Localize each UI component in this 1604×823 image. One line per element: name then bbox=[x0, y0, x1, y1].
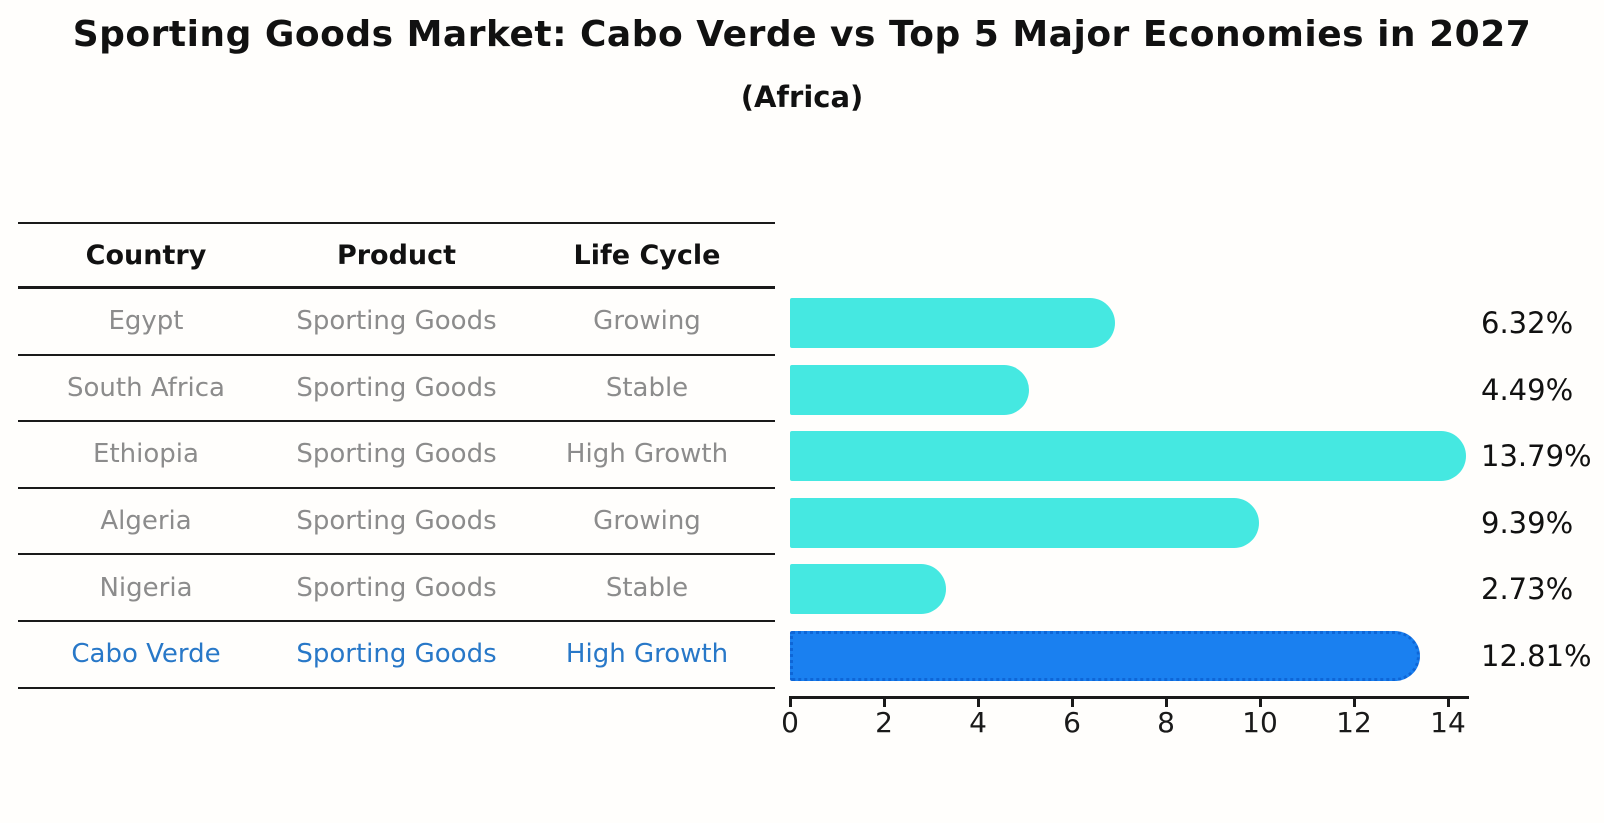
x-axis-tick bbox=[1071, 698, 1074, 707]
bar-highlight bbox=[790, 631, 1421, 681]
x-axis-tick-label: 10 bbox=[1242, 706, 1278, 739]
bar bbox=[790, 564, 947, 615]
x-axis-tick-label: 4 bbox=[969, 706, 987, 739]
x-axis-tick bbox=[977, 698, 980, 707]
product-cell: Sporting Goods bbox=[296, 439, 497, 470]
x-axis-tick-label: 8 bbox=[1157, 706, 1175, 739]
chart-subtitle: (Africa) bbox=[740, 80, 864, 114]
bar bbox=[790, 364, 1030, 415]
lifecycle-cell: High Growth bbox=[565, 439, 729, 470]
column-header-country: Country bbox=[85, 239, 207, 271]
bar-value-label: 12.81% bbox=[1481, 639, 1592, 673]
country-cell: Algeria bbox=[100, 506, 192, 537]
x-axis-tick bbox=[1353, 698, 1356, 707]
x-axis-tick bbox=[1447, 698, 1450, 707]
product-cell: Sporting Goods bbox=[296, 639, 497, 670]
product-cell: Sporting Goods bbox=[296, 306, 497, 337]
x-axis-tick bbox=[789, 698, 792, 707]
product-cell: Sporting Goods bbox=[296, 572, 497, 603]
x-axis-tick-label: 12 bbox=[1336, 706, 1372, 739]
bar-value-label: 13.79% bbox=[1481, 439, 1592, 474]
lifecycle-cell: Stable bbox=[605, 572, 689, 603]
lifecycle-cell: Growing bbox=[593, 506, 701, 537]
lifecycle-cell: High Growth bbox=[565, 639, 729, 670]
x-axis-tick-label: 14 bbox=[1430, 706, 1466, 739]
x-axis-tick-label: 0 bbox=[781, 706, 799, 739]
table-row: Egypt Sporting Goods Growing bbox=[18, 289, 775, 356]
table-body: Egypt Sporting Goods Growing South Africa Sp… bbox=[18, 289, 775, 689]
bar-value-label: 2.73% bbox=[1481, 572, 1574, 607]
table-row: Algeria Sporting Goods Growing bbox=[18, 489, 775, 556]
x-axis-tick-label: 2 bbox=[875, 706, 893, 739]
x-axis-tick bbox=[1259, 698, 1262, 707]
bar-value-label: 9.39% bbox=[1481, 505, 1574, 540]
bar bbox=[790, 431, 1467, 482]
table-row: South Africa Sporting Goods Stable bbox=[18, 356, 775, 423]
x-axis-tick bbox=[1165, 698, 1168, 707]
product-cell: Sporting Goods bbox=[296, 506, 497, 537]
country-table: Country Product Life Cycle Egypt Sporting… bbox=[18, 222, 775, 689]
column-header-lifecycle: Life Cycle bbox=[573, 239, 721, 271]
product-cell: Sporting Goods bbox=[296, 372, 497, 403]
lifecycle-cell: Growing bbox=[593, 306, 701, 337]
country-cell: Ethiopia bbox=[93, 439, 199, 470]
bar bbox=[790, 497, 1260, 548]
table-row: Cabo Verde Sporting Goods High Growth bbox=[18, 622, 775, 689]
bar-value-label: 4.49% bbox=[1481, 372, 1574, 407]
bar-value-label: 6.32% bbox=[1481, 306, 1574, 340]
table-row: Ethiopia Sporting Goods High Growth bbox=[18, 422, 775, 489]
x-axis-tick bbox=[883, 698, 886, 707]
x-axis-tick-label: 6 bbox=[1063, 706, 1081, 739]
bar bbox=[790, 298, 1116, 348]
country-cell: Cabo Verde bbox=[71, 639, 221, 670]
chart-title: Sporting Goods Market: Cabo Verde vs Top… bbox=[72, 14, 1532, 55]
lifecycle-cell: Stable bbox=[605, 372, 689, 403]
country-cell: South Africa bbox=[67, 372, 225, 403]
table-row: Nigeria Sporting Goods Stable bbox=[18, 555, 775, 622]
country-cell: Nigeria bbox=[99, 572, 193, 603]
table-header-row: Country Product Life Cycle bbox=[18, 222, 775, 289]
country-cell: Egypt bbox=[108, 306, 184, 337]
column-header-product: Product bbox=[336, 239, 457, 271]
x-axis-line bbox=[789, 696, 1469, 699]
